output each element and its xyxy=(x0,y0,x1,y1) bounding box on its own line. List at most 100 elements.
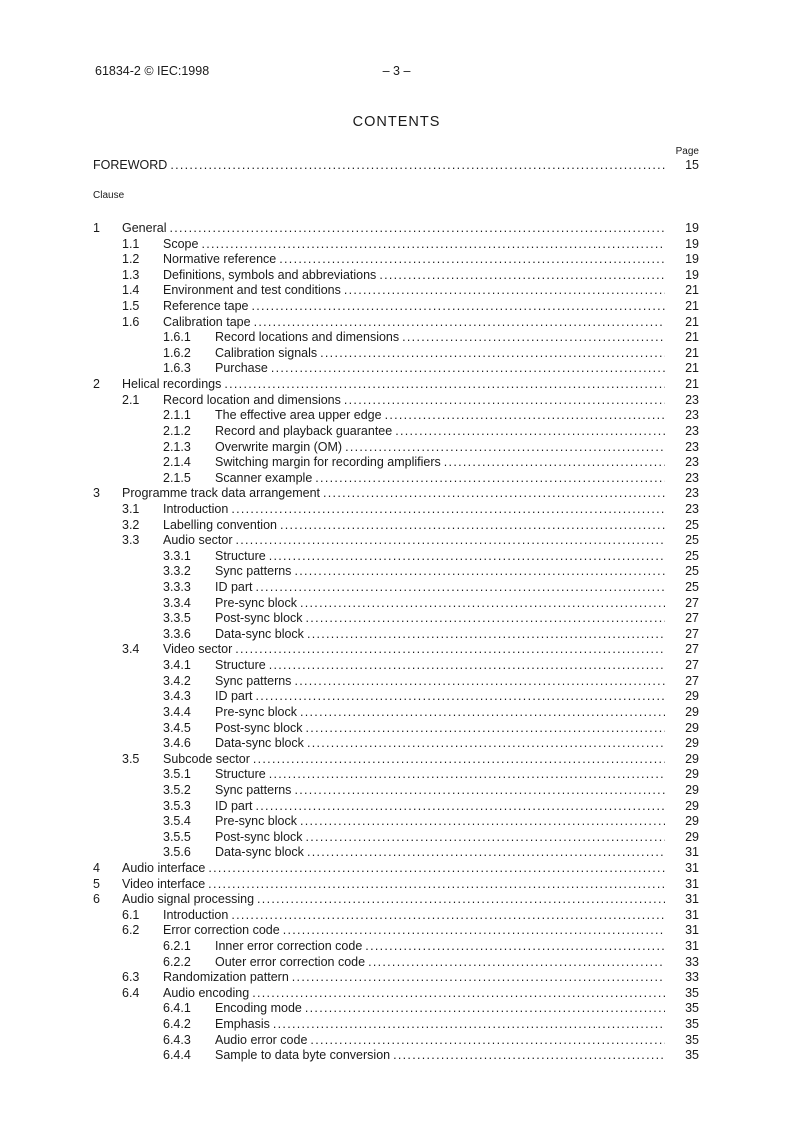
toc-entry: 1.2 Normative reference 19 xyxy=(93,252,699,268)
dot-leader xyxy=(368,955,665,971)
toc-entry-title: Audio signal processing xyxy=(122,892,255,907)
toc-entry-page: 29 xyxy=(685,782,699,797)
toc-entry-page: 21 xyxy=(685,361,699,376)
toc-entry-title: Post-sync block xyxy=(215,829,303,844)
dot-leader xyxy=(444,455,665,471)
dot-leader xyxy=(254,315,665,331)
dot-leader xyxy=(208,861,665,877)
toc-entry: 1.3 Definitions, symbols and abbreviation… xyxy=(93,268,699,284)
dot-leader xyxy=(402,330,665,346)
toc-entry-title: Subcode sector xyxy=(163,751,250,766)
toc-entry: 6 Audio signal processing 31 xyxy=(93,892,699,908)
toc-entry-title: Definitions, symbols and abbreviations xyxy=(163,267,377,282)
dot-leader xyxy=(273,1017,665,1033)
toc-entry-title: Data-sync block xyxy=(215,736,304,751)
toc-entry-page: 27 xyxy=(685,642,699,657)
toc-entry-number: 3.3.3 xyxy=(163,580,191,595)
toc-entry: 6.4.3 Audio error code 35 xyxy=(93,1033,699,1049)
dot-leader xyxy=(235,642,665,658)
toc-entry: 3.2 Labelling convention 25 xyxy=(93,518,699,534)
toc-entry-page: 29 xyxy=(685,704,699,719)
toc-entry-title: Audio encoding xyxy=(163,985,250,1000)
dot-leader xyxy=(269,658,665,674)
dot-leader xyxy=(307,736,665,752)
toc-entry-number: 6.4.3 xyxy=(163,1032,191,1047)
dot-leader xyxy=(269,767,665,783)
toc-entry-number: 3.4 xyxy=(122,642,140,657)
toc-entry: 2.1.4 Switching margin for recording ampl… xyxy=(93,455,699,471)
dot-leader xyxy=(257,892,665,908)
toc-entry: 3.4.1 Structure 27 xyxy=(93,658,699,674)
toc-entry-page: 35 xyxy=(685,1048,699,1063)
toc-entry: 6.2 Error correction code 31 xyxy=(93,923,699,939)
toc-entry-page: 29 xyxy=(685,689,699,704)
toc-entry-title: Error correction code xyxy=(163,923,280,938)
toc-entry-number: 2.1.2 xyxy=(163,423,191,438)
toc-entry-page: 27 xyxy=(685,611,699,626)
toc-entry-title: ID part xyxy=(215,580,253,595)
toc-entry-page: 23 xyxy=(685,408,699,423)
dot-leader xyxy=(306,830,665,846)
toc-entry-title: Helical recordings xyxy=(122,377,222,392)
toc-entry-page: 23 xyxy=(685,423,699,438)
toc-entry-number: 3.4.2 xyxy=(163,673,191,688)
toc-entry-title: Purchase xyxy=(215,361,268,376)
toc-entry: 1.6.2 Calibration signals 21 xyxy=(93,346,699,362)
toc-entry-number: 3.1 xyxy=(122,501,140,516)
toc-entry-title: Data-sync block xyxy=(215,845,304,860)
toc-entry-number: 3.4.5 xyxy=(163,720,191,735)
toc-entry-page: 31 xyxy=(685,939,699,954)
toc-entry-title: ID part xyxy=(215,798,253,813)
dot-leader xyxy=(283,923,665,939)
page-header: 61834-2 © IEC:1998 – 3 – xyxy=(0,64,793,78)
toc-entry-page: 23 xyxy=(685,439,699,454)
toc-entry-title: Sync patterns xyxy=(215,564,292,579)
toc-entry-title: Scope xyxy=(163,236,199,251)
toc-entry-title: Randomization pattern xyxy=(163,970,289,985)
toc-entry-page: 19 xyxy=(685,221,699,235)
dot-leader xyxy=(393,1048,665,1064)
toc-entry: 6.2.2 Outer error correction code 33 xyxy=(93,955,699,971)
toc-entry-title: Sync patterns xyxy=(215,673,292,688)
toc-entry-page: 25 xyxy=(685,548,699,563)
dot-leader xyxy=(300,596,665,612)
toc-entry: 6.4.1 Encoding mode 35 xyxy=(93,1001,699,1017)
dot-leader xyxy=(395,424,665,440)
toc-entry-title: Inner error correction code xyxy=(215,939,363,954)
toc-entry-number: 6.3 xyxy=(122,970,140,985)
toc-entry: 1.6.1 Record locations and dimensions 21 xyxy=(93,330,699,346)
toc-entry-title: Emphasis xyxy=(215,1017,270,1032)
toc-entry-number: 6.4.4 xyxy=(163,1048,191,1063)
toc-entry-page: 31 xyxy=(685,860,699,875)
toc-entry-number: 3.3 xyxy=(122,533,140,548)
toc-entry: 1.5 Reference tape 21 xyxy=(93,299,699,315)
toc-entry: 6.4 Audio encoding 35 xyxy=(93,986,699,1002)
toc-entry-title: Record location and dimensions xyxy=(163,392,341,407)
toc-entry-number: 1 xyxy=(93,221,100,235)
contents-title: CONTENTS xyxy=(352,114,441,130)
toc-entry-page: 23 xyxy=(685,392,699,407)
toc-entry: 2.1 Record location and dimensions 23 xyxy=(93,393,699,409)
toc-entry-number: 1.2 xyxy=(122,252,140,267)
toc-entry-page: 29 xyxy=(685,798,699,813)
toc-entry-number: 6.4.1 xyxy=(163,1001,191,1016)
dot-leader xyxy=(300,814,665,830)
toc-entry-page: 25 xyxy=(685,517,699,532)
toc-entry-page: 21 xyxy=(685,283,699,298)
toc-entry-title: Pre-sync block xyxy=(215,595,297,610)
toc-entry-title: The effective area upper edge xyxy=(215,408,382,423)
toc-entry: 6.2.1 Inner error correction code 31 xyxy=(93,939,699,955)
page-number-marker: – 3 – xyxy=(382,64,411,78)
toc-entry-page: 29 xyxy=(685,736,699,751)
dot-leader xyxy=(170,158,665,174)
toc-entry: 2 Helical recordings 21 xyxy=(93,377,699,393)
toc-entry-page: 23 xyxy=(685,501,699,516)
toc-entry-page: 19 xyxy=(685,236,699,251)
toc-entry: 1.4 Environment and test conditions 21 xyxy=(93,283,699,299)
toc-entry-page: 23 xyxy=(685,486,699,501)
dot-leader xyxy=(224,377,665,393)
toc-entry-title: Encoding mode xyxy=(215,1001,302,1016)
toc-entry-page: 25 xyxy=(685,580,699,595)
toc-entry-page: 21 xyxy=(685,314,699,329)
